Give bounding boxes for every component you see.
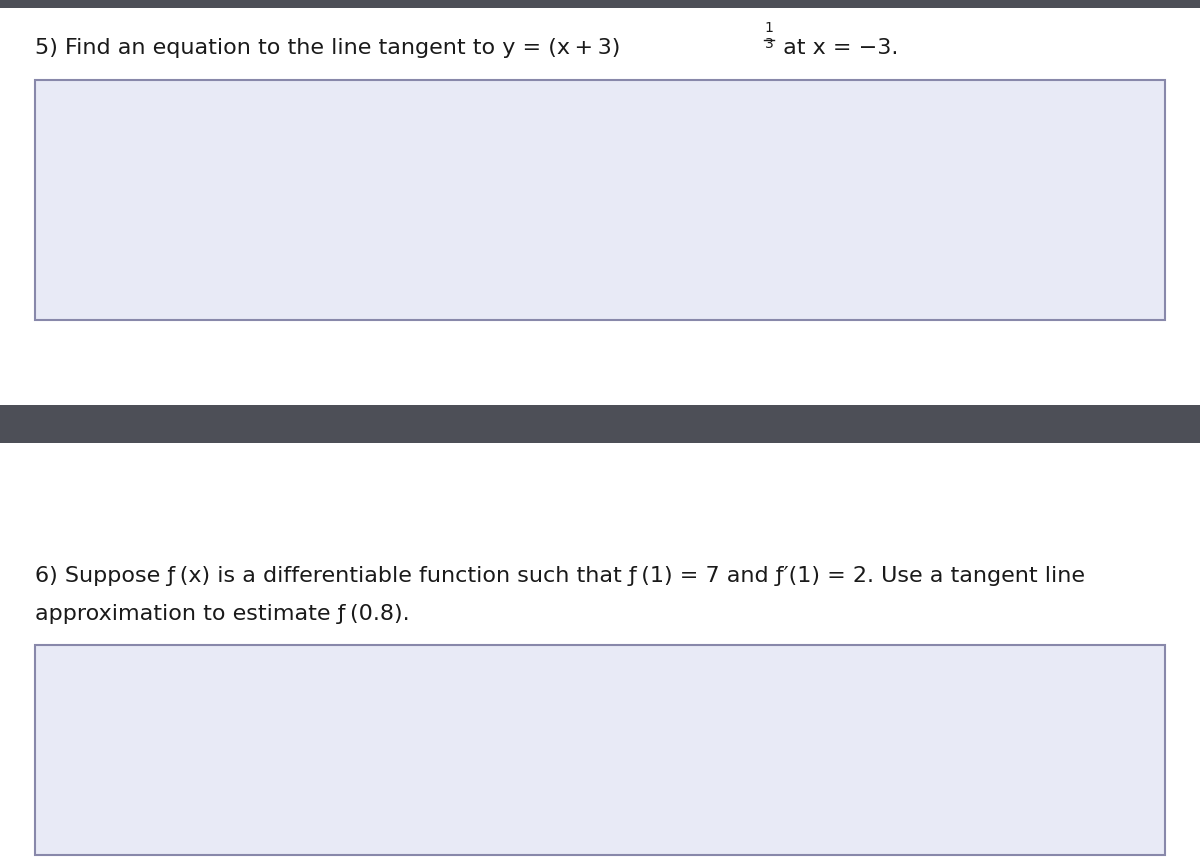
- Text: 3: 3: [764, 37, 773, 51]
- Bar: [35, 80, 1165, 320]
- Bar: [0, 0, 1200, 8]
- Bar: [0, 405, 1200, 443]
- Text: 6) Suppose ƒ (x) is a differentiable function such that ƒ (1) = 7 and ƒ′(1) = 2.: 6) Suppose ƒ (x) is a differentiable fun…: [35, 566, 1085, 586]
- Text: 1: 1: [764, 21, 773, 35]
- Text: approximation to estimate ƒ (0.8).: approximation to estimate ƒ (0.8).: [35, 604, 409, 624]
- Bar: [35, 645, 1165, 855]
- Text: at x = −3.: at x = −3.: [776, 38, 899, 58]
- Text: 5) Find an equation to the line tangent to y = (x + 3): 5) Find an equation to the line tangent …: [35, 38, 620, 58]
